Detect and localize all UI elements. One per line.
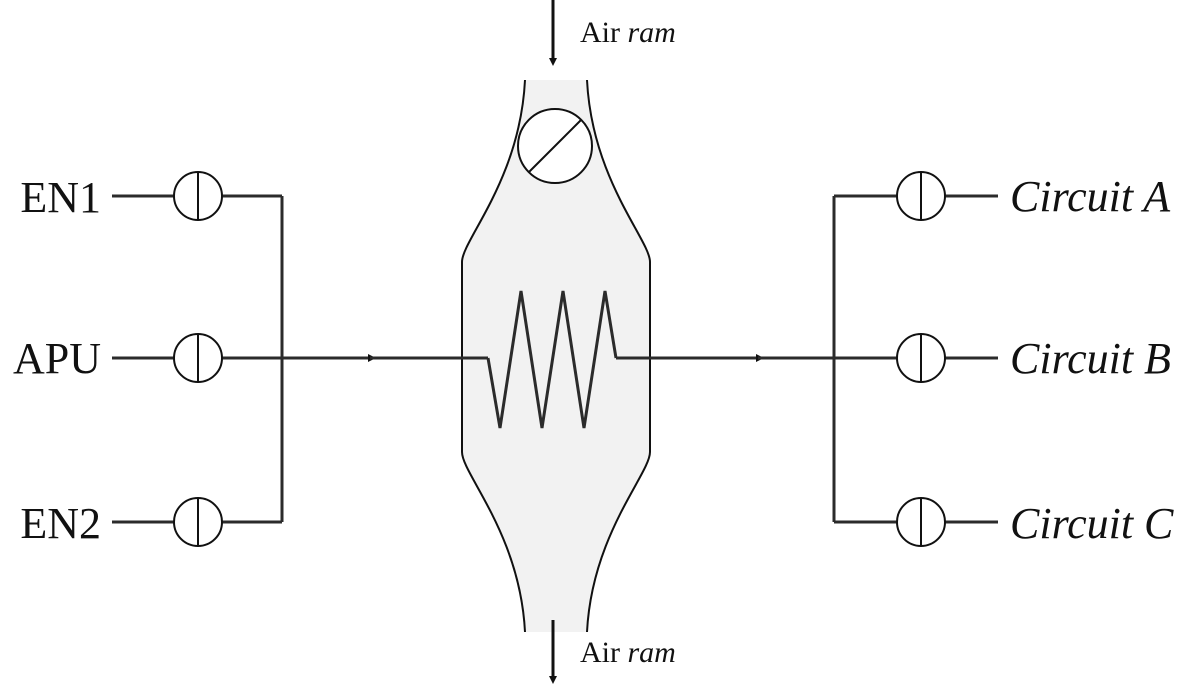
output-label-circuit-c: Circuit C [1010, 499, 1174, 548]
air-outlet-label: Air ram [580, 636, 676, 669]
valve-circuit-b-icon [896, 333, 946, 383]
valve-en2-icon [173, 497, 223, 547]
valve-circuit-a-icon [896, 171, 946, 221]
source-label-apu: APU [13, 334, 101, 383]
valve-en1-icon [173, 171, 223, 221]
ram-air-damper-icon [517, 108, 593, 184]
valve-apu-icon [173, 333, 223, 383]
source-label-en2: EN2 [20, 499, 101, 548]
output-label-circuit-b: Circuit B [1010, 334, 1171, 383]
heat-exchanger-coil-icon [486, 290, 618, 429]
output-label-circuit-a: Circuit A [1010, 172, 1171, 221]
ram-air-duct [462, 80, 650, 632]
source-label-en1: EN1 [20, 173, 101, 222]
valve-circuit-c-icon [896, 497, 946, 547]
air-inlet-label: Air ram [580, 16, 676, 49]
